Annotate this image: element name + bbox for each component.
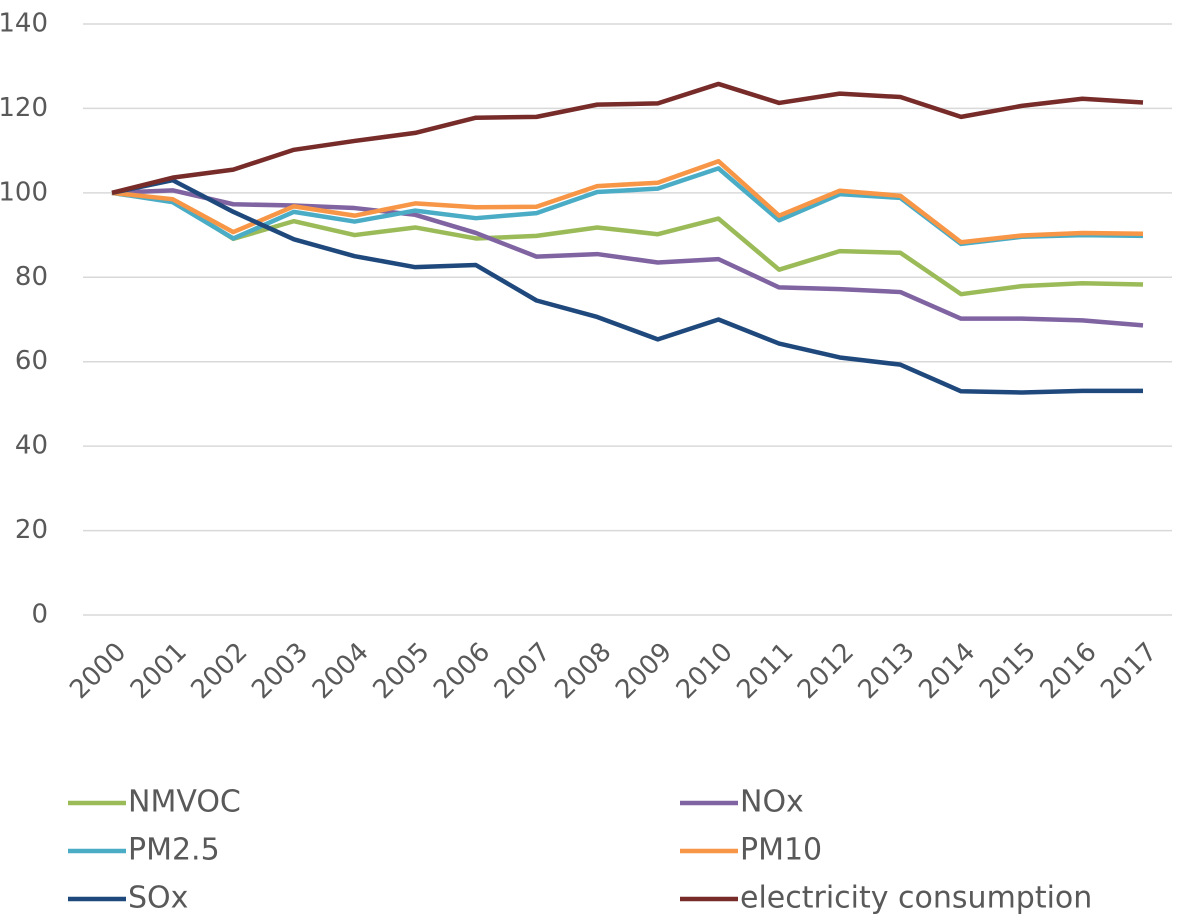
x-tick-label: 2004 xyxy=(307,637,375,705)
y-tick-label: 100 xyxy=(0,177,48,207)
x-tick-label: 2007 xyxy=(489,637,557,705)
y-tick-label: 0 xyxy=(31,600,48,630)
x-tick-label: 2016 xyxy=(1035,637,1103,705)
x-tick-label: 2014 xyxy=(913,637,981,705)
x-tick-label: 2010 xyxy=(671,637,739,705)
x-tick-label: 2017 xyxy=(1095,637,1163,705)
series-line xyxy=(111,190,1144,297)
series-line xyxy=(111,177,1143,395)
x-tick-label: 2000 xyxy=(64,637,132,705)
x-tick-label: 2003 xyxy=(246,637,314,705)
x-tick-label: 2008 xyxy=(549,637,617,705)
y-tick-label: 60 xyxy=(15,346,48,376)
x-tick-label: 2005 xyxy=(367,637,435,705)
legend-label: PM2.5 xyxy=(128,833,220,868)
series-line xyxy=(111,81,1144,196)
legend-label: NMVOC xyxy=(128,785,241,820)
series-line xyxy=(111,188,1144,328)
y-tick-label: 20 xyxy=(15,515,48,545)
x-tick-label: 2015 xyxy=(974,637,1042,705)
legend-label: electricity consumption xyxy=(740,881,1092,916)
series-line xyxy=(111,158,1144,245)
x-tick-label: 2009 xyxy=(610,637,678,705)
y-tick-label: 120 xyxy=(0,93,48,123)
x-tick-label: 2012 xyxy=(792,637,860,705)
x-tick-label: 2002 xyxy=(186,637,254,705)
legend-label: PM10 xyxy=(740,833,822,868)
y-tick-label: 40 xyxy=(15,431,48,461)
x-tick-label: 2006 xyxy=(428,637,496,705)
legend-label: SOx xyxy=(128,881,188,916)
y-tick-label: 80 xyxy=(15,262,48,292)
x-tick-label: 2011 xyxy=(731,637,799,705)
x-tick-label: 2013 xyxy=(853,637,921,705)
x-tick-label: 2001 xyxy=(125,637,193,705)
y-tick-label: 140 xyxy=(0,9,48,39)
legend-label: NOx xyxy=(740,785,804,820)
